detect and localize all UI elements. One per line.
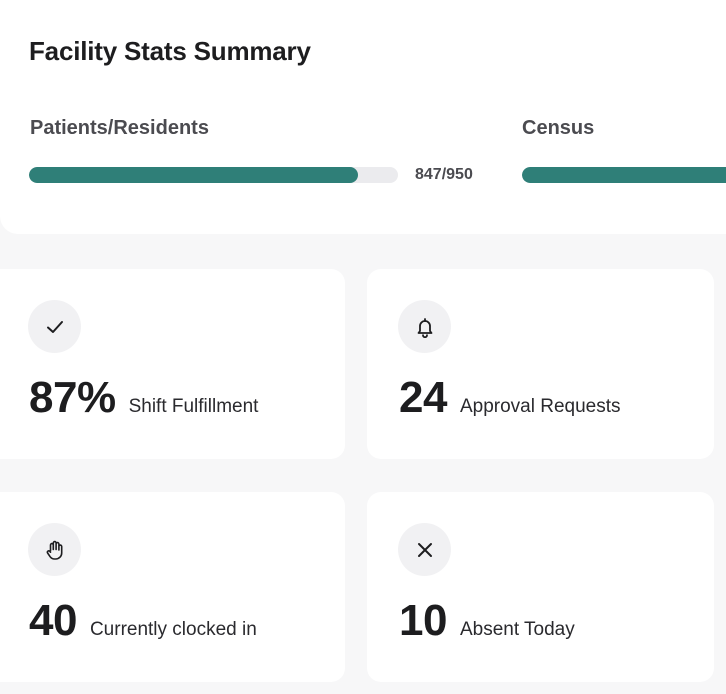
stat-card-absent-today[interactable]: 10 Absent Today — [367, 492, 714, 682]
stat-value: 87% — [29, 373, 116, 422]
patients-residents-progress-bar — [29, 167, 398, 183]
stat-label: Approval Requests — [459, 396, 621, 417]
stat-value: 10 — [399, 596, 447, 645]
stat-card-approval-requests[interactable]: 24 Approval Requests — [367, 269, 714, 459]
stat-card-currently-clocked-in[interactable]: 40 Currently clocked in — [0, 492, 345, 682]
hand-icon — [28, 523, 81, 576]
stat-label: Shift Fulfillment — [128, 396, 259, 417]
patients-residents-count: 847/950 — [415, 166, 473, 183]
stat-value: 24 — [399, 373, 447, 422]
stat-label: Currently clocked in — [89, 619, 257, 640]
stat-value: 40 — [29, 596, 77, 645]
patients-residents-label: Patients/Residents — [30, 117, 209, 139]
census-progress-fill — [522, 167, 726, 183]
facility-stats-summary-card: Facility Stats Summary Patients/Resident… — [0, 0, 726, 234]
bell-icon — [398, 300, 451, 353]
patients-residents-progress-fill — [29, 167, 358, 183]
stat-card-shift-fulfillment[interactable]: 87% Shift Fulfillment — [0, 269, 345, 459]
stat-label: Absent Today — [459, 619, 575, 640]
close-icon — [398, 523, 451, 576]
census-label: Census — [522, 117, 595, 139]
checkmark-icon — [28, 300, 81, 353]
summary-title: Facility Stats Summary — [29, 36, 311, 66]
census-progress-bar — [522, 167, 726, 183]
